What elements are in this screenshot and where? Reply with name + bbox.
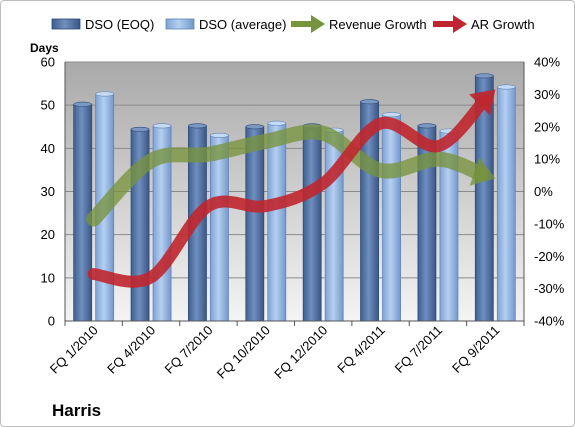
legend-arrowhead	[453, 15, 467, 33]
bar-top	[267, 120, 287, 126]
legend-swatch	[51, 18, 81, 30]
bar-top	[188, 123, 207, 129]
left-tick-label: 30	[41, 184, 55, 199]
arrowhead-revenue-growth	[469, 157, 496, 186]
arrowhead-ar-growth	[469, 89, 496, 116]
bar-top	[360, 99, 379, 105]
bar-top	[497, 84, 516, 90]
x-tick-label: FQ 9/2011	[449, 323, 502, 376]
x-tick-label: FQ 12/2010	[271, 323, 330, 382]
legend-swatch	[165, 18, 195, 30]
bar-top	[152, 123, 172, 129]
bar-top	[73, 101, 92, 107]
legend-arrowhead	[311, 15, 325, 33]
x-tick-label: FQ 4/2010	[104, 323, 158, 377]
bar-top	[95, 91, 114, 97]
bar-dso-average	[267, 122, 287, 322]
bar-dso-eoq	[245, 126, 265, 322]
right-tick-label: 40%	[534, 55, 560, 70]
right-tick-label: 10%	[534, 152, 560, 167]
x-tick-label: FQ 7/2011	[392, 323, 445, 376]
legend-label: DSO (average)	[199, 17, 286, 32]
company-annotation: Harris	[52, 401, 101, 420]
bar-top	[417, 123, 437, 129]
bar-top	[210, 132, 229, 138]
left-axis-label: Days	[30, 41, 59, 55]
legend-label: AR Growth	[471, 17, 535, 32]
left-tick-label: 20	[41, 227, 55, 242]
left-tick-label: 60	[41, 55, 55, 70]
right-tick-label: -40%	[534, 314, 565, 329]
right-tick-label: -20%	[534, 249, 565, 264]
bar-top	[130, 126, 150, 132]
legend-label: DSO (EOQ)	[85, 17, 154, 32]
bar-top	[382, 112, 401, 118]
line-ar-growth	[87, 94, 491, 288]
right-tick-label: 20%	[534, 119, 560, 134]
bar-top	[245, 124, 265, 130]
bar-dso-eoq	[302, 125, 322, 322]
x-tick-label: FQ 1/2010	[47, 323, 101, 377]
bar-dso-average	[382, 114, 401, 322]
x-tick-label: FQ 10/2010	[214, 323, 273, 382]
left-tick-label: 50	[41, 98, 55, 113]
left-tick-label: 10	[41, 270, 55, 285]
x-tick-label: FQ 7/2010	[162, 323, 216, 377]
right-tick-label: -30%	[534, 281, 565, 296]
bar-dso-eoq	[73, 103, 93, 322]
bar-top	[475, 73, 494, 79]
legend: DSO (EOQ) DSO (average) Revenue Growth AR G…	[51, 15, 535, 33]
x-tick-label: FQ 4/2011	[334, 323, 387, 376]
right-tick-label: 0%	[534, 184, 553, 199]
right-tick-label: -10%	[534, 216, 565, 231]
left-tick-label: 0	[48, 314, 55, 329]
right-tick-label: 30%	[534, 87, 560, 102]
legend-label: Revenue Growth	[329, 17, 427, 32]
lines-group	[86, 89, 496, 288]
bar-dso-average	[210, 134, 229, 322]
left-tick-label: 40	[41, 141, 55, 156]
bar-dso-average	[496, 86, 516, 322]
line-revenue-growth	[86, 124, 489, 227]
